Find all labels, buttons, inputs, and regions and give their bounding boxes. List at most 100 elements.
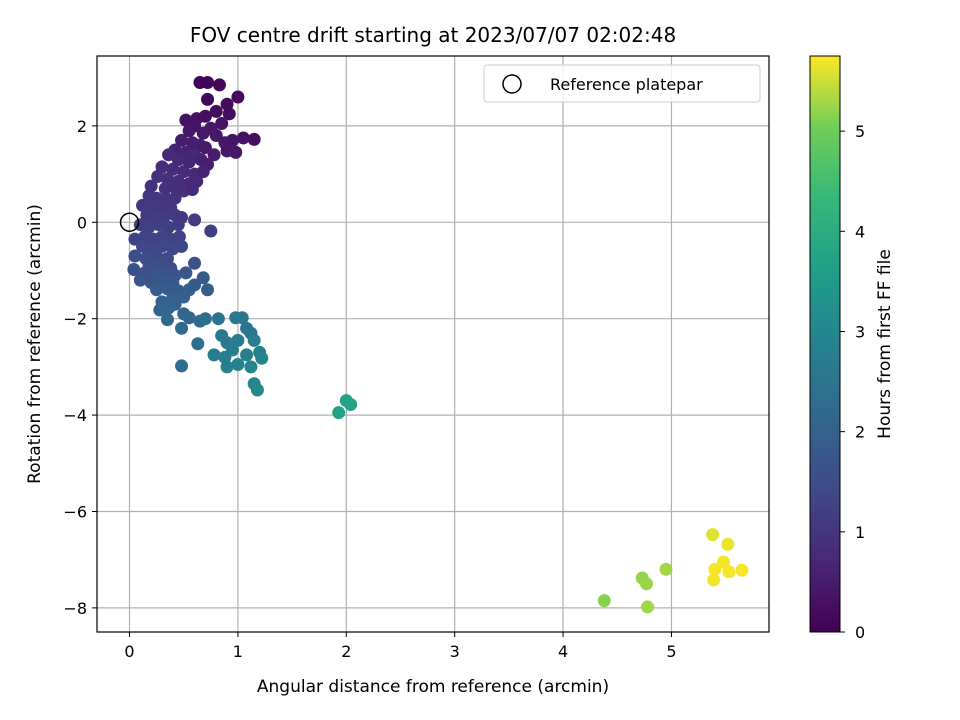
data-point [133, 273, 147, 287]
x-tick-label: 1 [233, 642, 243, 661]
data-point [721, 537, 735, 551]
data-point [201, 92, 215, 106]
data-point [240, 348, 254, 362]
data-point [231, 357, 245, 371]
data-point [175, 133, 189, 147]
y-tick-label: −4 [63, 406, 87, 425]
x-axis-label: Angular distance from reference (arcmin) [257, 677, 609, 697]
data-point [215, 116, 229, 130]
data-point [155, 239, 169, 253]
y-tick-label: −6 [63, 502, 87, 521]
data-point [212, 78, 226, 92]
legend-marker-icon [502, 74, 522, 94]
data-points [127, 76, 749, 614]
y-tick-label: −8 [63, 599, 87, 618]
colorbar-tick-label: 2 [855, 423, 865, 442]
data-point [231, 90, 245, 104]
y-tick-label: 0 [77, 213, 87, 232]
data-point [196, 165, 210, 179]
data-point [201, 283, 215, 297]
data-point [151, 170, 165, 184]
data-point [255, 351, 269, 365]
data-point [250, 383, 264, 397]
data-point [716, 555, 730, 569]
colorbar-tick-label: 1 [855, 523, 865, 542]
reference-platepar-marker [119, 212, 140, 233]
data-point [158, 182, 172, 196]
data-point [177, 290, 191, 304]
data-point [229, 145, 243, 159]
colorbar-tick-label: 0 [855, 623, 865, 642]
x-tick-label: 0 [124, 642, 134, 661]
data-point [198, 312, 212, 326]
y-tick-label: 2 [77, 117, 87, 136]
x-tick-label: 4 [558, 642, 568, 661]
y-axis-ticks: −8 −6 −4 −2 0 2 [63, 117, 97, 618]
data-point [127, 263, 141, 277]
data-point [160, 313, 174, 327]
data-point [222, 107, 236, 121]
colorbar-label: Hours from first FF file [875, 249, 895, 439]
data-point [597, 594, 611, 608]
colorbar-tick-label: 4 [855, 222, 865, 241]
data-point [722, 565, 736, 579]
data-point [209, 129, 223, 143]
data-point [162, 301, 176, 315]
data-point [162, 220, 176, 234]
data-point [188, 213, 202, 227]
data-point [191, 337, 205, 351]
y-axis-label: Rotation from reference (arcmin) [25, 204, 45, 484]
data-point [247, 333, 261, 347]
data-point [209, 104, 223, 118]
data-point [207, 348, 221, 362]
data-point [198, 141, 212, 155]
data-point [182, 155, 196, 169]
legend-box [483, 64, 761, 103]
data-point [196, 126, 210, 140]
data-point [175, 321, 189, 335]
data-point [171, 153, 185, 167]
data-point [182, 124, 196, 138]
data-point [188, 256, 202, 270]
colorbar-gradient [809, 55, 841, 633]
x-tick-label: 2 [341, 642, 351, 661]
data-point [220, 360, 234, 374]
plot-frame [96, 55, 770, 633]
data-point [640, 577, 654, 591]
data-point [128, 249, 142, 263]
x-tick-label: 5 [666, 642, 676, 661]
colorbar-tick-label: 3 [855, 322, 865, 341]
chart-title: FOV centre drift starting at 2023/07/07 … [190, 23, 676, 47]
data-point [344, 397, 358, 411]
data-point [708, 562, 722, 576]
x-axis-ticks: 0 1 2 3 4 5 [124, 632, 677, 661]
data-point [166, 162, 180, 176]
data-point [196, 271, 210, 285]
data-point [244, 360, 258, 374]
data-point [179, 266, 193, 280]
legend: Reference platepar [483, 64, 761, 103]
data-point [150, 283, 164, 297]
data-point [182, 311, 196, 325]
data-point [641, 600, 655, 614]
data-point [231, 333, 245, 347]
data-point [735, 563, 749, 577]
data-point [706, 528, 720, 542]
data-point [175, 359, 189, 373]
colorbar-ticks: 0 1 2 3 4 5 [840, 122, 865, 642]
data-point [332, 406, 346, 420]
data-point [236, 131, 250, 145]
data-point [171, 218, 185, 232]
data-point [207, 148, 221, 162]
y-tick-label: −2 [63, 310, 87, 329]
x-tick-label: 3 [450, 642, 460, 661]
data-point [175, 239, 189, 253]
data-point [707, 573, 721, 587]
data-point [659, 562, 673, 576]
colorbar-tick-label: 5 [855, 122, 865, 141]
data-point [185, 183, 199, 197]
data-point [225, 343, 239, 357]
data-point [247, 132, 261, 146]
legend-label: Reference platepar [550, 75, 703, 94]
